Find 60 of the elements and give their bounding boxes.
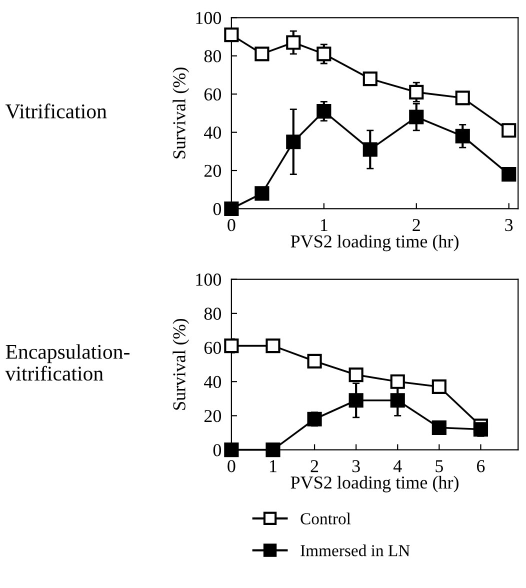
x-tick-label: 2 xyxy=(310,460,318,472)
x-tick-label: 1 xyxy=(320,219,328,231)
point xyxy=(266,442,280,458)
y-tick-label: 80 xyxy=(204,308,222,320)
point xyxy=(224,28,239,42)
point xyxy=(432,379,446,394)
x-tick-label: 1 xyxy=(270,460,276,472)
x-tick-label: 0 xyxy=(228,218,236,232)
point xyxy=(316,46,332,62)
point xyxy=(473,422,488,437)
point xyxy=(362,71,378,86)
x-axis-title: PVS2 loading time (hr) xyxy=(290,476,458,492)
point xyxy=(254,186,270,201)
point xyxy=(390,374,405,389)
y-tick-label: 20 xyxy=(204,410,222,422)
legend-label: Control xyxy=(300,512,351,524)
point xyxy=(307,412,322,426)
y-tick-label: 80 xyxy=(204,50,222,62)
point xyxy=(348,393,364,408)
y-axis-title: Survival (%) xyxy=(172,318,190,410)
y-tick-label: 100 xyxy=(196,274,222,286)
point xyxy=(348,367,364,382)
y-tick-label: 100 xyxy=(196,12,222,24)
point xyxy=(409,84,424,100)
legend-label: Immersed in LN xyxy=(300,544,410,556)
point xyxy=(266,338,280,354)
point xyxy=(502,123,516,138)
x-tick-label: 2 xyxy=(412,219,420,231)
x-tick-label: 0 xyxy=(228,460,236,472)
y-axis-title: Survival (%) xyxy=(172,68,190,158)
point xyxy=(307,354,322,368)
y-tick-label: 40 xyxy=(204,376,222,388)
x-tick-label: 6 xyxy=(476,460,485,472)
point xyxy=(390,393,405,408)
y-tick-label: 40 xyxy=(204,126,222,139)
point xyxy=(254,46,270,62)
y-tick-label: 0 xyxy=(213,444,222,456)
x-tick-label: 3 xyxy=(352,460,360,472)
x-tick-label: 5 xyxy=(436,460,443,472)
point xyxy=(286,35,301,50)
y-tick-label: 20 xyxy=(204,164,222,177)
text: Vitrification xyxy=(5,104,107,119)
x-tick-label: 3 xyxy=(505,219,513,232)
text: Encapsulation- vitrification xyxy=(5,344,130,381)
x-axis-title: PVS2 loading time (hr) xyxy=(290,234,458,252)
point xyxy=(286,134,301,150)
point xyxy=(502,167,516,182)
point xyxy=(409,110,424,124)
point xyxy=(224,338,239,354)
point xyxy=(432,420,446,435)
y-tick-label: 60 xyxy=(204,342,222,354)
point xyxy=(316,104,332,119)
y-tick-label: 0 xyxy=(213,202,222,216)
point xyxy=(455,90,470,106)
y-tick-label: 60 xyxy=(204,88,222,101)
x-tick-label: 4 xyxy=(393,460,402,472)
point xyxy=(224,201,239,216)
point xyxy=(224,442,239,458)
point xyxy=(455,128,470,144)
point xyxy=(362,142,378,157)
